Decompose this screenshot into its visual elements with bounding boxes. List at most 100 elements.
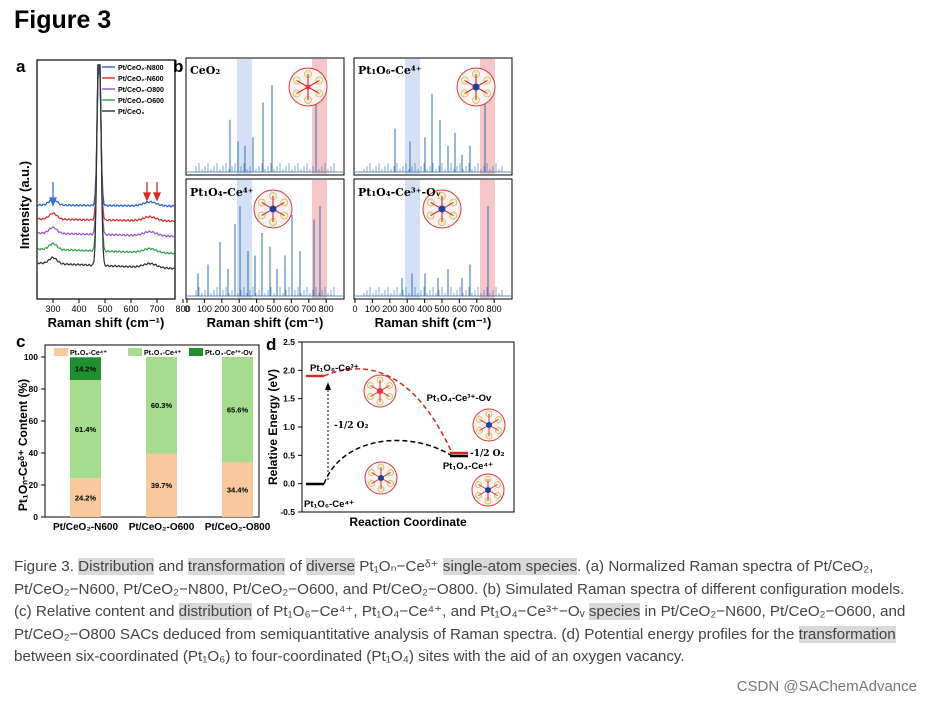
x-tick-label: 0 [352, 304, 357, 314]
bar-segment [70, 357, 101, 380]
y-tick-label: 2.0 [283, 365, 295, 375]
panel-c-letter: c [16, 332, 26, 351]
legend-swatch [54, 348, 68, 356]
legend-label: Pt₁O₄-Ce⁴⁺ [144, 350, 181, 357]
legend-label: Pt/CeO₂-N600 [118, 76, 164, 83]
panel-c-ylabel: Pt₁Oₙ-Ceᵟ⁺ Content (%) [16, 379, 30, 511]
x-tick-label: 500 [266, 304, 281, 314]
atom-pt [269, 205, 277, 213]
x-tick-label: 0 [184, 304, 189, 314]
x-tick-label: 400 [71, 304, 86, 314]
caption-part: and [154, 558, 188, 575]
panel-b-xlabel-left: Raman shift (cm⁻¹) [207, 315, 324, 330]
raman-curve [37, 64, 175, 208]
panel-b-letter: b [173, 57, 184, 76]
x-tick-label: 700 [469, 304, 484, 314]
bar-data-label: 61.4% [75, 425, 97, 434]
caption-highlight: Distribution [78, 558, 155, 575]
watermark: CSDN @SAChemAdvance [736, 678, 917, 695]
x-tick-label: 200 [382, 304, 397, 314]
panel-a-xlabel: Raman shift (cm⁻¹) [48, 315, 165, 330]
panel-b-simulated-spectra: CeO₂ Pt₁O₆-Ce⁴⁺ Pt₁O₄-Ce⁴⁺ Pt₁O₄-Ce³⁺-Oᵥ… [184, 57, 513, 330]
atom-o [305, 84, 311, 90]
panel-a-letter: a [16, 57, 26, 76]
x-category-label: Pt/CeO₂-N600 [53, 522, 118, 533]
y-tick-label: 40 [29, 448, 39, 458]
x-tick-label: 300 [45, 304, 60, 314]
x-tick-label: 300 [400, 304, 415, 314]
bar-data-label: 39.7% [151, 481, 173, 490]
band-blue-4 [405, 180, 420, 298]
subplot-title-ceo2: CeO₂ [190, 64, 220, 77]
atom-pt [486, 422, 492, 428]
panel-b-xlabel-right: Raman shift (cm⁻¹) [375, 315, 492, 330]
y-tick-label: 60 [29, 416, 39, 426]
raman-curve [37, 64, 175, 270]
bar-data-label: 60.3% [151, 401, 173, 410]
y-tick-label: 1.5 [283, 394, 295, 404]
x-tick-label: 100 [365, 304, 380, 314]
atom-pt [472, 83, 480, 91]
y-tick-label: 0.5 [283, 450, 295, 460]
x-tick-label: 700 [149, 304, 164, 314]
legend-swatch [189, 348, 203, 356]
x-tick-label: 700 [301, 304, 316, 314]
raman-curve [37, 63, 175, 223]
y-tick-label: 2.5 [283, 337, 295, 347]
x-tick-label: 200 [214, 304, 229, 314]
caption-part: between six-coordinated (Pt₁O₆) to four-… [14, 648, 685, 666]
figure-caption: Figure 3. Distribution and transformatio… [14, 556, 916, 669]
x-tick-label: 600 [452, 304, 467, 314]
caption-part: . (a) Normalized Raman spectra of Pt/CeO… [14, 558, 905, 621]
label-final: Pt₁O₄-Ce⁴⁺ [443, 461, 493, 472]
x-tick-label: 600 [284, 304, 299, 314]
bar-segment [222, 357, 253, 462]
bar-segment [70, 380, 101, 479]
y-tick-label: -0.5 [280, 507, 295, 517]
x-category-label: Pt/CeO₂-O600 [129, 522, 195, 533]
legend-label: Pt/CeO₂-O800 [118, 87, 164, 94]
y-tick-label: 0.0 [283, 479, 295, 489]
x-tick-label: 500 [97, 304, 112, 314]
x-tick-label: 600 [123, 304, 138, 314]
atom-pt [485, 487, 491, 493]
panel-a-ylabel: Intensity (a.u.) [17, 161, 32, 249]
legend-label: Pt/CeO₂-O600 [118, 98, 164, 105]
figure-title: Figure 3 [14, 6, 112, 34]
y-tick-label: 0 [33, 512, 38, 522]
atom-o [377, 388, 383, 394]
bar-data-label: 34.4% [227, 486, 249, 495]
x-tick-label: 400 [249, 304, 264, 314]
peak-arrow-blue [49, 182, 57, 207]
peak-arrow-red-2 [153, 182, 161, 202]
x-tick-label: 300 [232, 304, 247, 314]
x-tick-label: 800 [175, 304, 190, 314]
y-tick-label: 20 [29, 480, 39, 490]
bar-data-label: 65.6% [227, 406, 249, 415]
y-tick-label: 1.0 [283, 422, 295, 432]
panel-a-frame [36, 59, 176, 300]
caption-part: of [284, 558, 307, 575]
raman-curve [37, 64, 175, 255]
label-ov: Pt₁O₄-Ce³⁺-Ov [427, 393, 492, 404]
bar-data-label: 24.2% [75, 494, 97, 503]
legend-label: Pt₁O₆-Ce⁴⁺ [70, 350, 107, 357]
band-blue-2 [405, 59, 420, 174]
label-top: Pt₁O₆-Ce³⁺ [310, 363, 359, 374]
panel-d-letter: d [266, 335, 277, 354]
raman-curve [37, 64, 174, 238]
label-start: Pt₁O₆-Ce⁴⁺ [304, 499, 354, 510]
band-blue-1 [237, 59, 252, 174]
caption-highlight: transformation [798, 625, 896, 643]
x-tick-label: 800 [319, 304, 334, 314]
x-tick-label: 400 [417, 304, 432, 314]
subplot-title-pt1o6: Pt₁O₆-Ce⁴⁺ [358, 64, 422, 77]
bar-segment [222, 462, 253, 517]
bar-segment [146, 357, 177, 454]
path-red [323, 368, 453, 454]
label-o2-right: -1/2 O₂ [470, 449, 505, 459]
panel-d-xlabel: Reaction Coordinate [349, 515, 467, 529]
peak-arrow-red-1 [143, 182, 151, 202]
panel-c-stacked-bar-chart: 24.2% 61.4% 14.2% 39.7% 60.3% 34.4% 65.6% Pt₁O… [16, 344, 271, 533]
legend-swatch [128, 348, 142, 356]
